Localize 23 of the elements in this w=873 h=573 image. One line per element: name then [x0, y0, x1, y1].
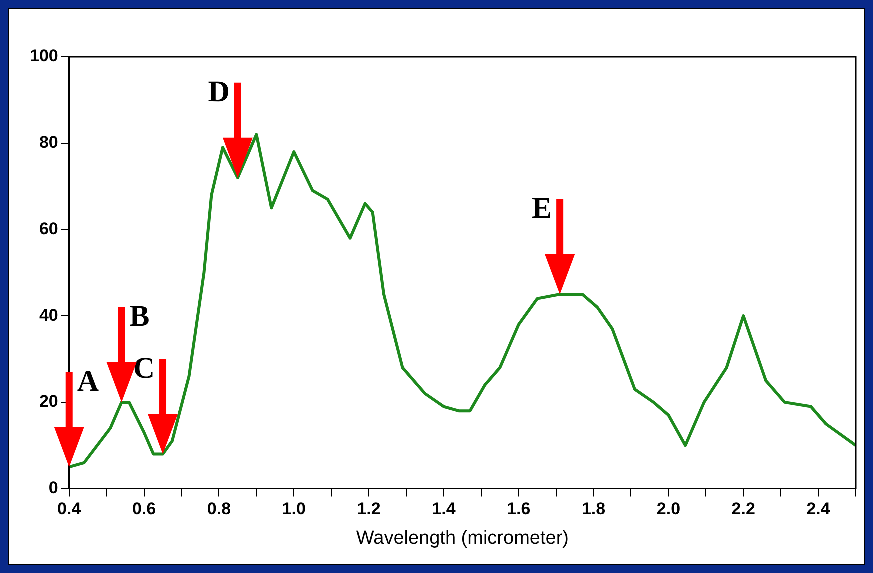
annotation: D	[208, 76, 230, 109]
y-tick-label: 0	[48, 478, 58, 498]
y-tick-label: 40	[39, 306, 58, 325]
x-tick-label: 2.4	[806, 500, 831, 519]
x-tick-label: 1.8	[582, 500, 606, 519]
x-tick-label: 0.4	[58, 500, 82, 519]
annotation: A	[77, 364, 100, 398]
x-tick-label: 0.6	[132, 500, 156, 519]
annotation: B	[130, 300, 150, 334]
annotation: E	[532, 192, 552, 226]
x-tick-label: 1.2	[357, 500, 381, 519]
x-axis-title: Wavelength (micrometer)	[356, 528, 569, 549]
y-tick-label: 60	[39, 219, 58, 238]
x-tick-label: 2.2	[732, 500, 756, 519]
x-tick-label: 1.4	[432, 500, 456, 519]
x-tick-label: 1.6	[507, 500, 531, 519]
x-tick-label: 0.8	[207, 500, 232, 519]
x-tick-label: 2.0	[656, 500, 681, 519]
y-tick-label: 20	[39, 392, 58, 412]
y-tick-label: 80	[39, 133, 58, 152]
annotation: C	[133, 352, 156, 386]
x-tick-label: 1.0	[282, 500, 306, 519]
y-tick-label: 100	[30, 46, 58, 66]
